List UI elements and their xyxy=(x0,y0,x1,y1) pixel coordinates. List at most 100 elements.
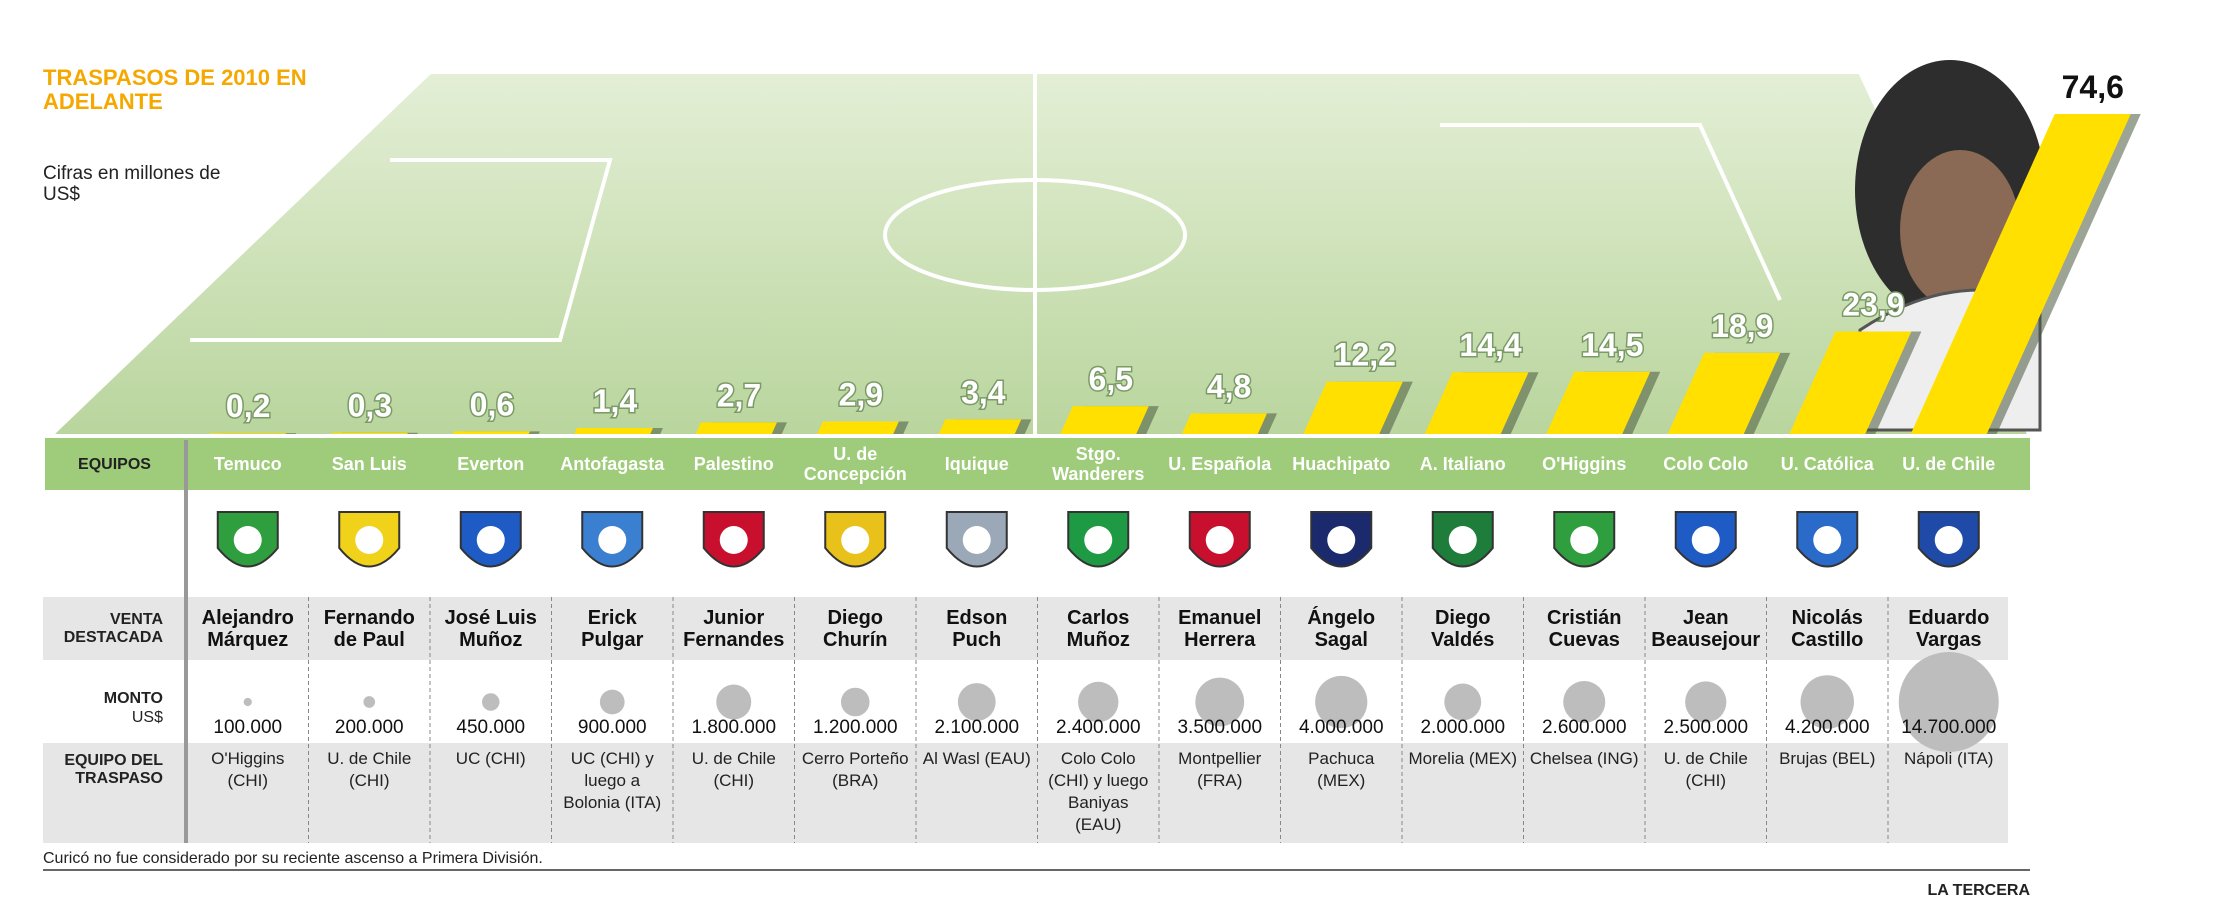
team-logo xyxy=(1205,526,1234,554)
team-name: Huachipato xyxy=(1292,454,1391,475)
value-label: 14,4 xyxy=(1459,327,1521,363)
bar xyxy=(695,422,777,434)
team-logo xyxy=(476,526,505,554)
destination: U. de Chile (CHI) xyxy=(327,749,412,791)
destination: Morelia (MEX) xyxy=(1408,749,1518,768)
team-name: O'Higgins xyxy=(1542,454,1627,475)
team-name: Stgo. Wanderers xyxy=(1052,444,1145,484)
bar xyxy=(1303,381,1403,434)
row-label: MONTO xyxy=(103,690,163,708)
player-name: Emanuel Herrera xyxy=(1178,606,1262,651)
value-label: 2,9 xyxy=(839,377,883,413)
amount-bubble xyxy=(243,697,252,707)
team-name: Palestino xyxy=(693,454,774,475)
team-logo xyxy=(1570,526,1599,554)
team-name: Iquique xyxy=(944,454,1009,475)
field-circle xyxy=(883,178,1187,292)
amount-label: 1.200.000 xyxy=(812,716,898,738)
player-name: Cristián Cuevas xyxy=(1547,606,1622,651)
player-name: Ángelo Sagal xyxy=(1307,606,1376,651)
amount-bubble xyxy=(716,684,752,720)
bar xyxy=(1789,331,1912,434)
row-label: EQUIPOS xyxy=(78,456,151,474)
row-bg xyxy=(43,597,2008,660)
header-band xyxy=(45,438,2030,490)
value-label: 74,6 xyxy=(2062,69,2124,105)
player-name: Alejandro Márquez xyxy=(201,606,294,651)
destination: U. de Chile (CHI) xyxy=(1663,749,1748,791)
field-line xyxy=(45,70,2034,438)
amount-bubble xyxy=(363,696,376,708)
value-label: 18,9 xyxy=(1711,308,1773,344)
amount-bubble xyxy=(1315,675,1368,729)
team-logo xyxy=(1934,526,1963,554)
amount-label: 100.000 xyxy=(213,716,283,738)
team-name: U. Católica xyxy=(1780,454,1874,475)
destination: Chelsea (ING) xyxy=(1529,749,1639,768)
amount-label: 2.100.000 xyxy=(934,716,1020,738)
amount-label: 14.700.000 xyxy=(1901,716,1997,738)
value-label: 0,2 xyxy=(226,388,270,424)
field xyxy=(50,72,2030,436)
team-logo xyxy=(1813,526,1842,554)
team-logo xyxy=(1327,526,1356,554)
player-name: Edson Puch xyxy=(946,606,1008,651)
amount-label: 3.500.000 xyxy=(1177,716,1263,738)
team-logo xyxy=(598,526,627,554)
source: LA TERCERA xyxy=(1927,882,2030,899)
amount-label: 1.800.000 xyxy=(691,716,777,738)
team-name: Colo Colo xyxy=(1663,454,1749,475)
bar xyxy=(938,419,1022,434)
amount-label: 2.600.000 xyxy=(1541,716,1627,738)
amount-bubble xyxy=(1444,683,1482,721)
team-logo xyxy=(841,526,870,554)
team-name: Everton xyxy=(457,454,525,475)
amount-label: 4.000.000 xyxy=(1298,716,1384,738)
value-label: 0,6 xyxy=(470,386,514,422)
team-name: A. Italiano xyxy=(1419,454,1506,475)
destination: U. de Chile (CHI) xyxy=(691,749,776,791)
amount-label: 200.000 xyxy=(334,716,404,738)
destination: O'Higgins (CHI) xyxy=(211,749,285,791)
destination: Brujas (BEL) xyxy=(1779,749,1876,768)
row-label: EQUIPO DEL TRASPASO xyxy=(64,752,163,787)
bar xyxy=(574,427,653,434)
bar xyxy=(1546,371,1651,434)
destination: Cerro Porteño (BRA) xyxy=(801,749,909,791)
amount-label: 2.000.000 xyxy=(1420,716,1506,738)
destination: Al Wasl (EAU) xyxy=(922,749,1031,768)
value-label: 14,5 xyxy=(1581,327,1643,363)
row-label: US$ xyxy=(131,709,163,727)
team-logo xyxy=(1448,526,1477,554)
field-line xyxy=(1440,123,1782,301)
amount-bubble xyxy=(840,687,870,717)
amount-bubble xyxy=(1685,681,1727,723)
destination: Pachuca (MEX) xyxy=(1308,749,1375,791)
chart-title: TRASPASOS DE 2010 EN ADELANTE xyxy=(43,65,307,115)
bar xyxy=(1181,413,1268,434)
player-name: José Luis Muñoz xyxy=(444,606,537,651)
value-label: 4,8 xyxy=(1207,368,1251,404)
team-name: Temuco xyxy=(213,454,282,475)
destination: Nápoli (ITA) xyxy=(1904,749,1994,768)
player-name: Carlos Muñoz xyxy=(1066,606,1130,651)
player-name: Junior Fernandes xyxy=(683,606,785,651)
bar xyxy=(209,433,287,434)
amount-bubble xyxy=(599,689,625,715)
player-name: Erick Pulgar xyxy=(581,606,644,651)
destination: UC (CHI) y luego a Bolonia (ITA) xyxy=(563,749,662,813)
value-label: 1,4 xyxy=(593,383,638,419)
value-label: 2,7 xyxy=(717,377,761,413)
amount-label: 2.400.000 xyxy=(1055,716,1141,738)
bar xyxy=(1667,352,1781,434)
team-name: U. Española xyxy=(1168,454,1272,475)
value-label: 12,2 xyxy=(1334,337,1396,373)
team-name: U. de Chile xyxy=(1902,454,1996,475)
amount-label: 2.500.000 xyxy=(1663,716,1749,738)
player-name: Diego Valdés xyxy=(1431,606,1495,651)
destination: Colo Colo (CHI) y luego Baniyas (EAU) xyxy=(1048,749,1149,835)
value-label: 6,5 xyxy=(1089,361,1133,397)
team-logo xyxy=(233,526,262,554)
bar xyxy=(1424,372,1529,434)
player-name: Eduardo Vargas xyxy=(1908,606,1990,651)
